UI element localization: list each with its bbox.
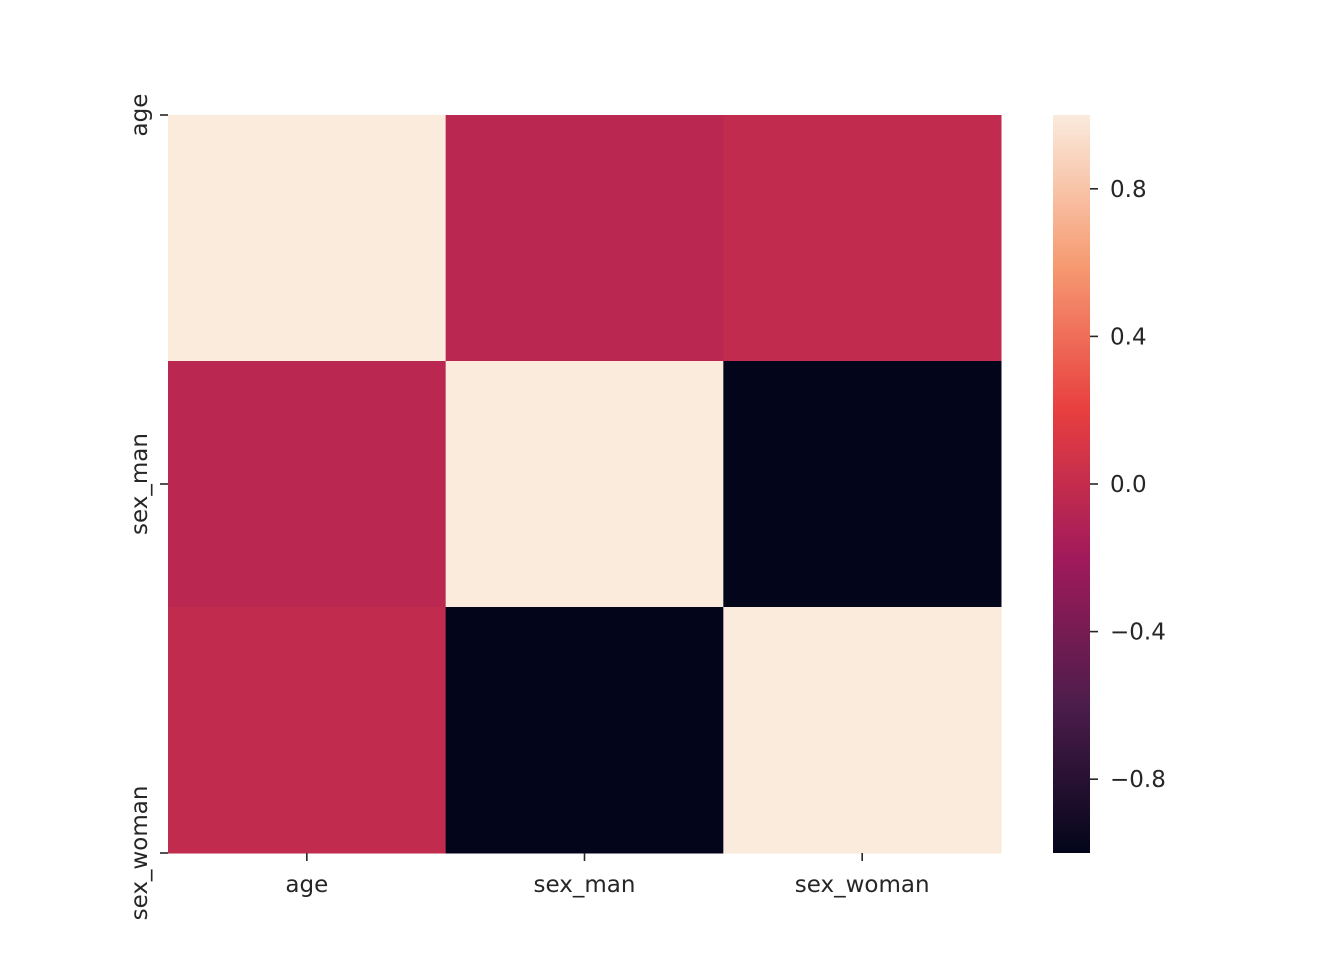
x-tick-label: sex_woman <box>795 872 930 898</box>
heatmap-cell-sex_woman-age <box>168 607 447 854</box>
heatmap-cell-sex_man-sex_man <box>445 361 724 608</box>
x-tick-label: sex_man <box>534 872 636 898</box>
colorbar-tick-label: 0.8 <box>1110 177 1147 203</box>
y-tick-label: sex_woman <box>127 786 153 921</box>
heatmap-cell-age-age <box>168 115 447 362</box>
heatmap-cell-sex_man-sex_woman <box>723 361 1002 608</box>
heatmap-cell-sex_woman-sex_man <box>445 607 724 854</box>
colorbar-tick-label: −0.8 <box>1110 767 1166 793</box>
x-tick-label: age <box>285 872 328 898</box>
y-axis: age sex_man sex_woman <box>127 94 168 921</box>
heatmap-cell-sex_man-age <box>168 361 447 608</box>
heatmap-cells <box>168 115 1002 854</box>
heatmap-cell-sex_woman-sex_woman <box>723 607 1002 854</box>
colorbar-tick-label: −0.4 <box>1110 620 1166 646</box>
colorbar: 0.8 0.4 0.0 −0.4 −0.8 <box>1053 115 1166 853</box>
heatmap-cell-age-sex_man <box>445 115 724 362</box>
y-tick-label: sex_man <box>127 433 153 535</box>
colorbar-gradient <box>1053 115 1090 853</box>
y-tick-label: age <box>127 94 153 137</box>
x-axis: age sex_man sex_woman <box>285 853 930 898</box>
colorbar-tick-label: 0.0 <box>1110 472 1147 498</box>
colorbar-tick-label: 0.4 <box>1110 324 1147 350</box>
heatmap-cell-age-sex_woman <box>723 115 1002 362</box>
